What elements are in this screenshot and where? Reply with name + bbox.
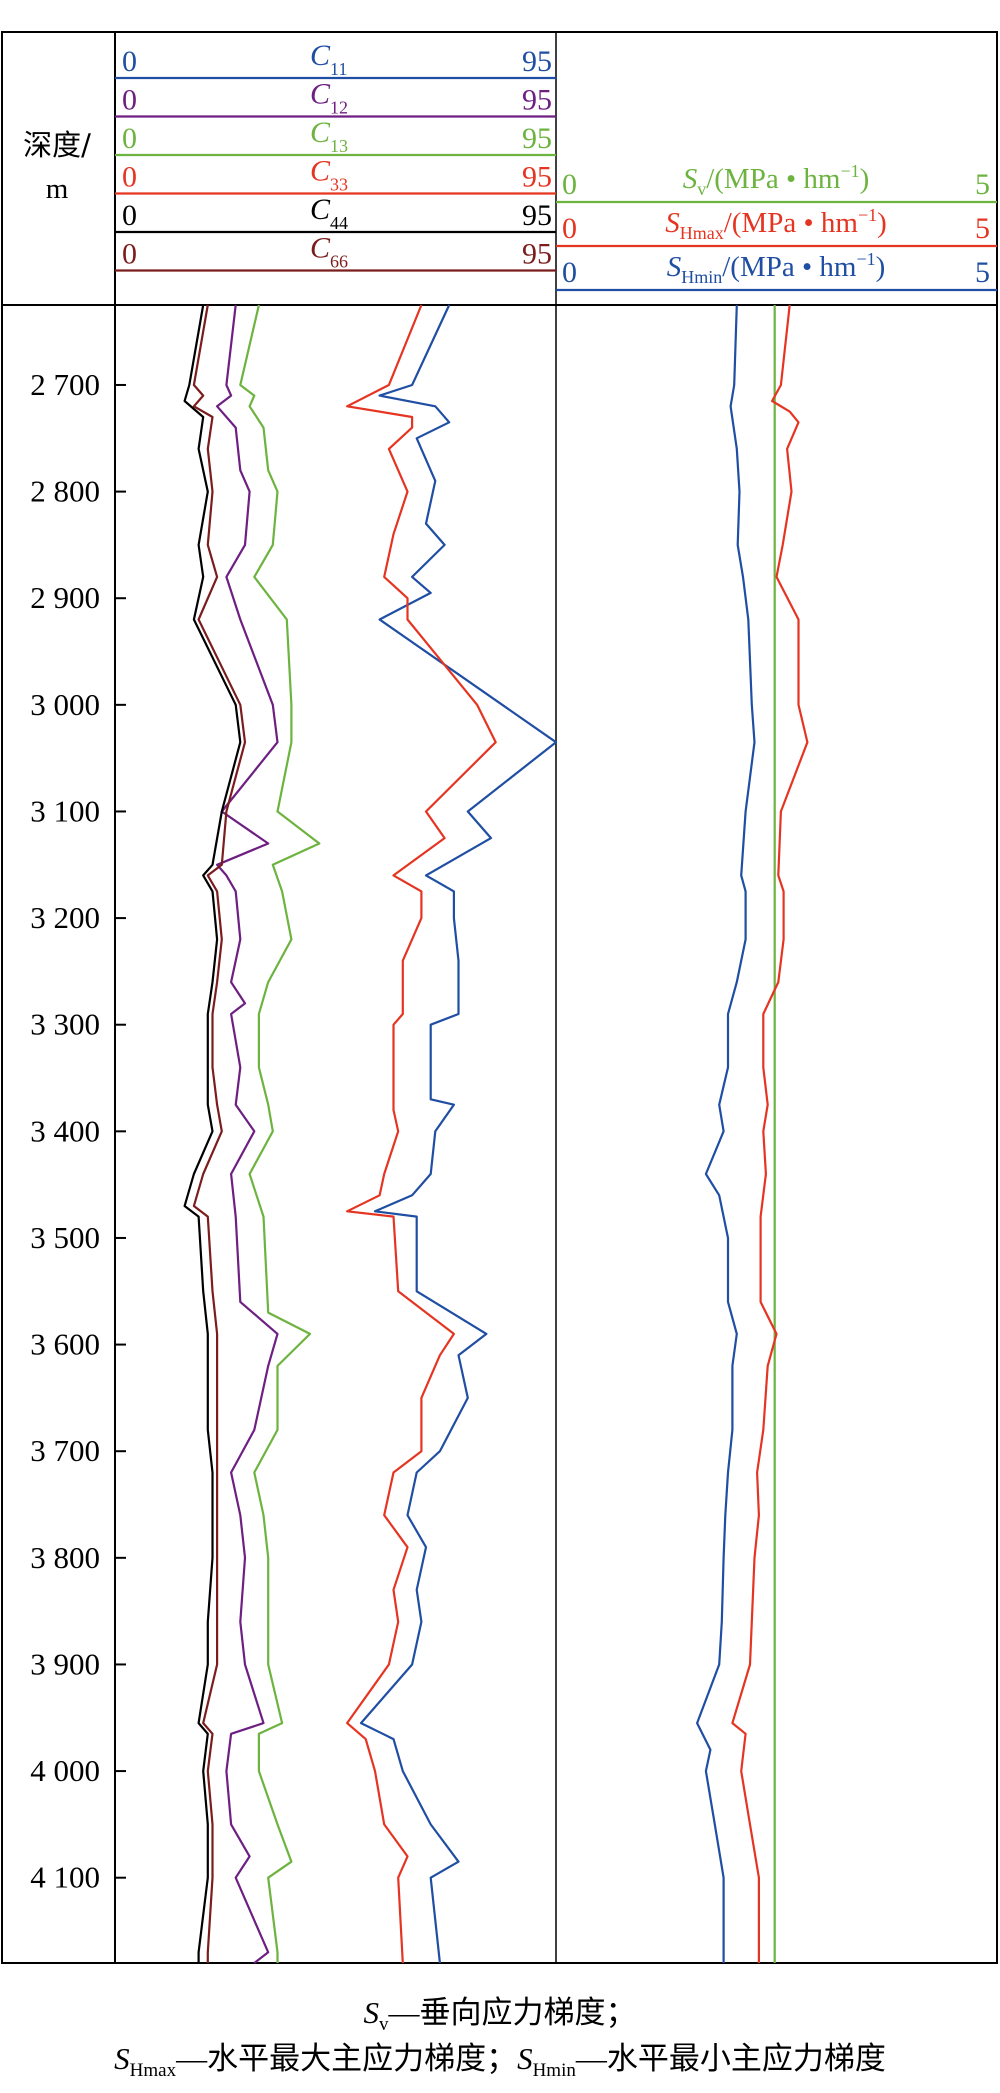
curve-c44 [183,304,242,1963]
header-min-shmin: 0 [562,256,577,289]
depth-tick-label: 3 600 [30,1327,100,1362]
header-label-shmin: SHmin/(MPa • hm−1) [667,249,886,287]
depth-tick-label: 3 100 [30,793,100,828]
depth-tick-label: 3 800 [30,1540,100,1575]
header-min-c33: 0 [122,161,137,194]
header-min-sv: 0 [562,168,577,201]
depth-tick-label: 2 900 [30,580,100,615]
header-label-sv: Sv/(MPa • hm−1) [683,161,870,199]
curve-c13 [239,304,321,1963]
header-label-c12: C12 [310,78,348,118]
caption-line-2: SHmax—水平最大主应力梯度；SHmin—水平最小主应力梯度 [114,2041,886,2082]
header-max-c66: 95 [522,238,552,271]
chart-frame [1,31,998,1964]
depth-axis: 深度/m 2 700 2 800 2 900 3 000 3 100 3 200 3 300 3… [23,128,126,1895]
header-label-c13: C13 [310,116,348,156]
header-max-c12: 95 [522,84,552,117]
log-curves [183,304,809,1964]
header-max-c44: 95 [522,199,552,232]
depth-label-line2: m [46,173,69,205]
header-max-c11: 95 [522,45,552,78]
header-min-c11: 0 [122,45,137,78]
header-max-sv: 5 [975,168,990,201]
curve-c33 [346,304,497,1964]
depth-tick-label: 4 000 [30,1753,100,1788]
header-min-c13: 0 [122,122,137,155]
header-min-shmax: 0 [562,212,577,245]
header-min-c66: 0 [122,238,137,271]
header-label-c33: C33 [310,155,348,195]
depth-tick-label: 2 800 [30,474,100,509]
depth-tick-label: 3 900 [30,1646,100,1681]
curve-shmax [731,304,809,1963]
outer-frame [1,31,998,1964]
header-min-c44: 0 [122,199,137,232]
curve-c12 [216,304,279,1964]
header-max-c13: 95 [522,122,552,155]
header-min-c12: 0 [122,84,137,117]
header-label-c11: C11 [310,39,347,79]
depth-tick-label: 2 700 [30,367,100,402]
curve-c66 [192,304,247,1963]
curve-shmin [695,304,756,1963]
header-max-c33: 95 [522,161,552,194]
depth-tick-label: 3 500 [30,1220,100,1255]
depth-tick-label: 3 700 [30,1433,100,1468]
header-label-c66: C66 [310,232,348,272]
depth-label-line1: 深度/ [23,128,91,162]
depth-tick-label: 3 000 [30,687,100,722]
depth-tick-label: 3 400 [30,1113,100,1148]
caption-line-1: Sv—垂向应力梯度； [363,1995,637,2036]
header-max-shmax: 5 [975,212,990,245]
depth-tick-label: 3 200 [30,900,100,935]
depth-tick-label: 4 100 [30,1860,100,1895]
header-max-shmin: 5 [975,256,990,289]
depth-tick-label: 3 300 [30,1007,100,1042]
header-label-c44: C44 [310,193,348,233]
header-label-shmax: SHmax/(MPa • hm−1) [665,205,887,243]
curve-c11 [359,304,558,1964]
track-headers: 0 95 C11 0 95 C12 0 95 C13 0 95 C33 0 95 C44 0 95 C66 0 5 Sv… [115,39,997,292]
